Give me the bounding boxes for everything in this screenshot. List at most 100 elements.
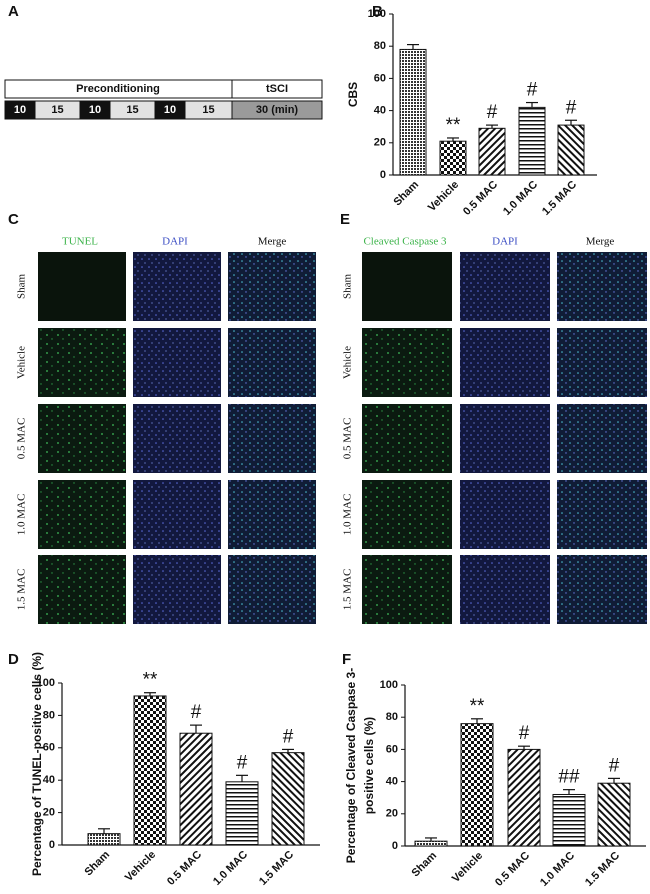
significance-label: **	[470, 696, 485, 717]
micrograph	[460, 404, 550, 473]
phase-box	[231, 79, 323, 99]
column-header: DAPI	[162, 236, 188, 248]
micrograph	[228, 555, 316, 624]
x-tick-label: Sham	[82, 849, 112, 879]
error-bar	[565, 119, 577, 126]
error-bar	[144, 692, 156, 696]
micrograph	[38, 328, 126, 397]
error-bar	[608, 777, 620, 784]
row-label: 1.0 MAC	[342, 494, 354, 536]
x-tick-label: 1.0 MAC	[501, 179, 540, 218]
phase-label: tSCI	[266, 83, 288, 95]
segment-label: 10	[164, 104, 176, 116]
micrograph	[38, 480, 126, 549]
segment-label: 30 (min)	[256, 104, 299, 116]
significance-label: #	[609, 755, 620, 776]
x-tick-label: 1.0 MAC	[538, 850, 577, 889]
y-tick-label: 100	[380, 679, 398, 691]
row-label: Vehicle	[16, 346, 28, 379]
row-label: Vehicle	[342, 346, 354, 379]
y-tick-label: 60	[386, 743, 398, 755]
x-tick-label: Vehicle	[450, 850, 485, 885]
significance-label: ##	[558, 767, 580, 788]
y-tick-label: 80	[386, 711, 398, 723]
significance-label: #	[566, 97, 577, 118]
y-tick-label: 20	[43, 807, 55, 819]
error-bar	[526, 101, 538, 108]
micrograph	[362, 480, 452, 549]
bar	[179, 732, 213, 846]
x-tick-label: Sham	[391, 179, 421, 209]
bar	[597, 782, 631, 847]
micrograph	[133, 252, 221, 321]
error-bar	[190, 724, 202, 734]
micrograph	[228, 480, 316, 549]
bar	[478, 127, 506, 176]
row-label: Sham	[16, 274, 28, 300]
error-bar	[471, 718, 483, 724]
row-label: 0.5 MAC	[342, 418, 354, 460]
y-tick-label: 60	[43, 742, 55, 754]
error-bar	[282, 748, 294, 753]
error-bar	[236, 774, 248, 782]
y-tick-label: 60	[374, 72, 386, 84]
significance-label: **	[143, 670, 158, 691]
micrograph	[38, 404, 126, 473]
error-bar	[447, 137, 459, 142]
micrograph	[557, 480, 647, 549]
y-axis-label: Percentage of TUNEL-positive cells (%)	[30, 652, 44, 876]
row-label: Sham	[342, 274, 354, 300]
micrograph	[557, 252, 647, 321]
error-bar	[425, 837, 437, 842]
x-tick-label: 0.5 MAC	[165, 849, 204, 888]
micrograph	[228, 328, 316, 397]
column-header: Merge	[586, 236, 615, 248]
x-tick-label: Vehicle	[426, 179, 461, 214]
micrograph	[228, 252, 316, 321]
x-tick-label: Vehicle	[123, 849, 158, 884]
bar	[439, 140, 467, 176]
micrograph	[460, 252, 550, 321]
micrograph	[133, 404, 221, 473]
panel-label: F	[342, 651, 351, 668]
micrograph	[557, 555, 647, 624]
column-header: DAPI	[492, 236, 518, 248]
y-axis-label: Percentage of Cleaved Caspase 3-	[344, 668, 358, 863]
error-bar	[486, 124, 498, 129]
x-tick-label: 1.5 MAC	[540, 179, 579, 218]
x-tick-label: 0.5 MAC	[461, 179, 500, 218]
row-label: 1.0 MAC	[16, 494, 28, 536]
micrograph	[557, 328, 647, 397]
significance-label: #	[191, 702, 202, 723]
bar	[557, 124, 585, 176]
x-tick-label: 1.0 MAC	[211, 849, 250, 888]
y-tick-label: 40	[43, 774, 55, 786]
x-tick-label: 1.5 MAC	[583, 850, 622, 889]
y-axis-label: CBS	[346, 82, 360, 107]
bar	[133, 695, 167, 846]
segment-label: 15	[126, 104, 138, 116]
bar	[518, 106, 546, 176]
micrograph	[228, 404, 316, 473]
column-header: TUNEL	[62, 236, 98, 248]
significance-label: **	[446, 115, 461, 136]
x-tick-label: 1.5 MAC	[257, 849, 296, 888]
y-tick-label: 40	[374, 105, 386, 117]
y-tick-label: 100	[37, 677, 55, 689]
row-label: 1.5 MAC	[16, 569, 28, 611]
panel-label: C	[8, 211, 19, 228]
micrograph	[460, 328, 550, 397]
segment-label: 10	[89, 104, 101, 116]
panel-label: B	[372, 3, 383, 20]
bar	[399, 48, 427, 176]
bar	[552, 793, 586, 847]
significance-label: #	[519, 723, 530, 744]
y-tick-label: 80	[43, 709, 55, 721]
phase-label: Preconditioning	[76, 83, 160, 95]
significance-label: #	[237, 752, 248, 773]
panel-label: D	[8, 651, 19, 668]
bar	[225, 781, 259, 846]
micrograph	[133, 555, 221, 624]
micrograph	[362, 555, 452, 624]
